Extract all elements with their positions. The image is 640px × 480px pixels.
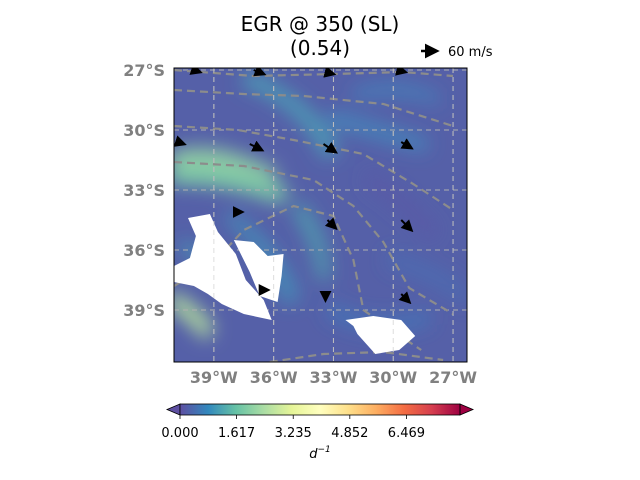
colorbar-gradient [180, 404, 460, 415]
colorbar-tick-label: 6.469 [388, 426, 425, 441]
wind-vector [189, 68, 203, 75]
contour-line-1 [174, 88, 454, 128]
colorbar-tick-label: 4.852 [331, 426, 368, 441]
colorbar-ticks: 0.000 1.617 3.235 4.852 6.469 [161, 415, 425, 441]
land-west [174, 214, 272, 320]
lat-tick-label: 39°S [123, 301, 165, 320]
contour-line-3 [174, 160, 454, 315]
colorbar-frame [179, 403, 461, 416]
lon-tick-label: 39°W [190, 368, 238, 387]
colorbar-tick-label: 0.000 [161, 426, 198, 441]
lon-tick-label: 30°W [369, 368, 417, 387]
lat-tick-label: 27°S [123, 61, 165, 80]
wind-vector [249, 140, 265, 152]
contour-line-5 [269, 350, 444, 362]
chart-title: EGR @ 350 (SL) [241, 12, 400, 36]
wind-vector [323, 68, 337, 78]
wind-vector [398, 291, 412, 305]
colorbar: 0.000 1.617 3.235 4.852 6.469 d−1 [161, 403, 475, 462]
map-panel [173, 67, 468, 363]
colorbar-label: d−1 [309, 445, 331, 462]
lon-tick-label: 27°W [429, 368, 477, 387]
lat-tick-label: 36°S [123, 241, 165, 260]
wind-vector [253, 68, 267, 77]
land-east [345, 316, 416, 354]
colorbar-tick-label: 1.617 [218, 426, 255, 441]
wind-vector [395, 68, 409, 76]
land-mid [233, 240, 284, 302]
latitude-tick-labels: 27°S 30°S 33°S 36°S 39°S [123, 61, 165, 320]
lat-tick-label: 33°S [123, 181, 165, 200]
quiver-key: 60 m/s [421, 43, 493, 60]
lon-tick-label: 36°W [250, 368, 298, 387]
wind-vector [174, 135, 187, 147]
wind-vector [324, 217, 338, 231]
colorbar-extend-high [459, 403, 475, 416]
colorbar-label-exponent: −1 [317, 445, 330, 455]
lon-tick-label: 33°W [309, 368, 357, 387]
lat-tick-label: 30°S [123, 121, 165, 140]
longitude-tick-labels: 39°W 36°W 33°W 30°W 27°W [190, 368, 477, 387]
colorbar-extend-low [165, 403, 181, 416]
quiver-key-label: 60 m/s [448, 45, 493, 60]
wind-vectors [174, 68, 414, 305]
wind-vector [400, 219, 414, 233]
chart-subtitle-value: (0.54) [290, 36, 350, 60]
wind-vector [322, 142, 338, 154]
colorbar-tick-label: 3.235 [275, 426, 312, 441]
land-masks [174, 68, 454, 362]
map-frame [173, 67, 468, 363]
colorbar-label-base: d [309, 447, 318, 462]
wind-vector [400, 138, 414, 150]
